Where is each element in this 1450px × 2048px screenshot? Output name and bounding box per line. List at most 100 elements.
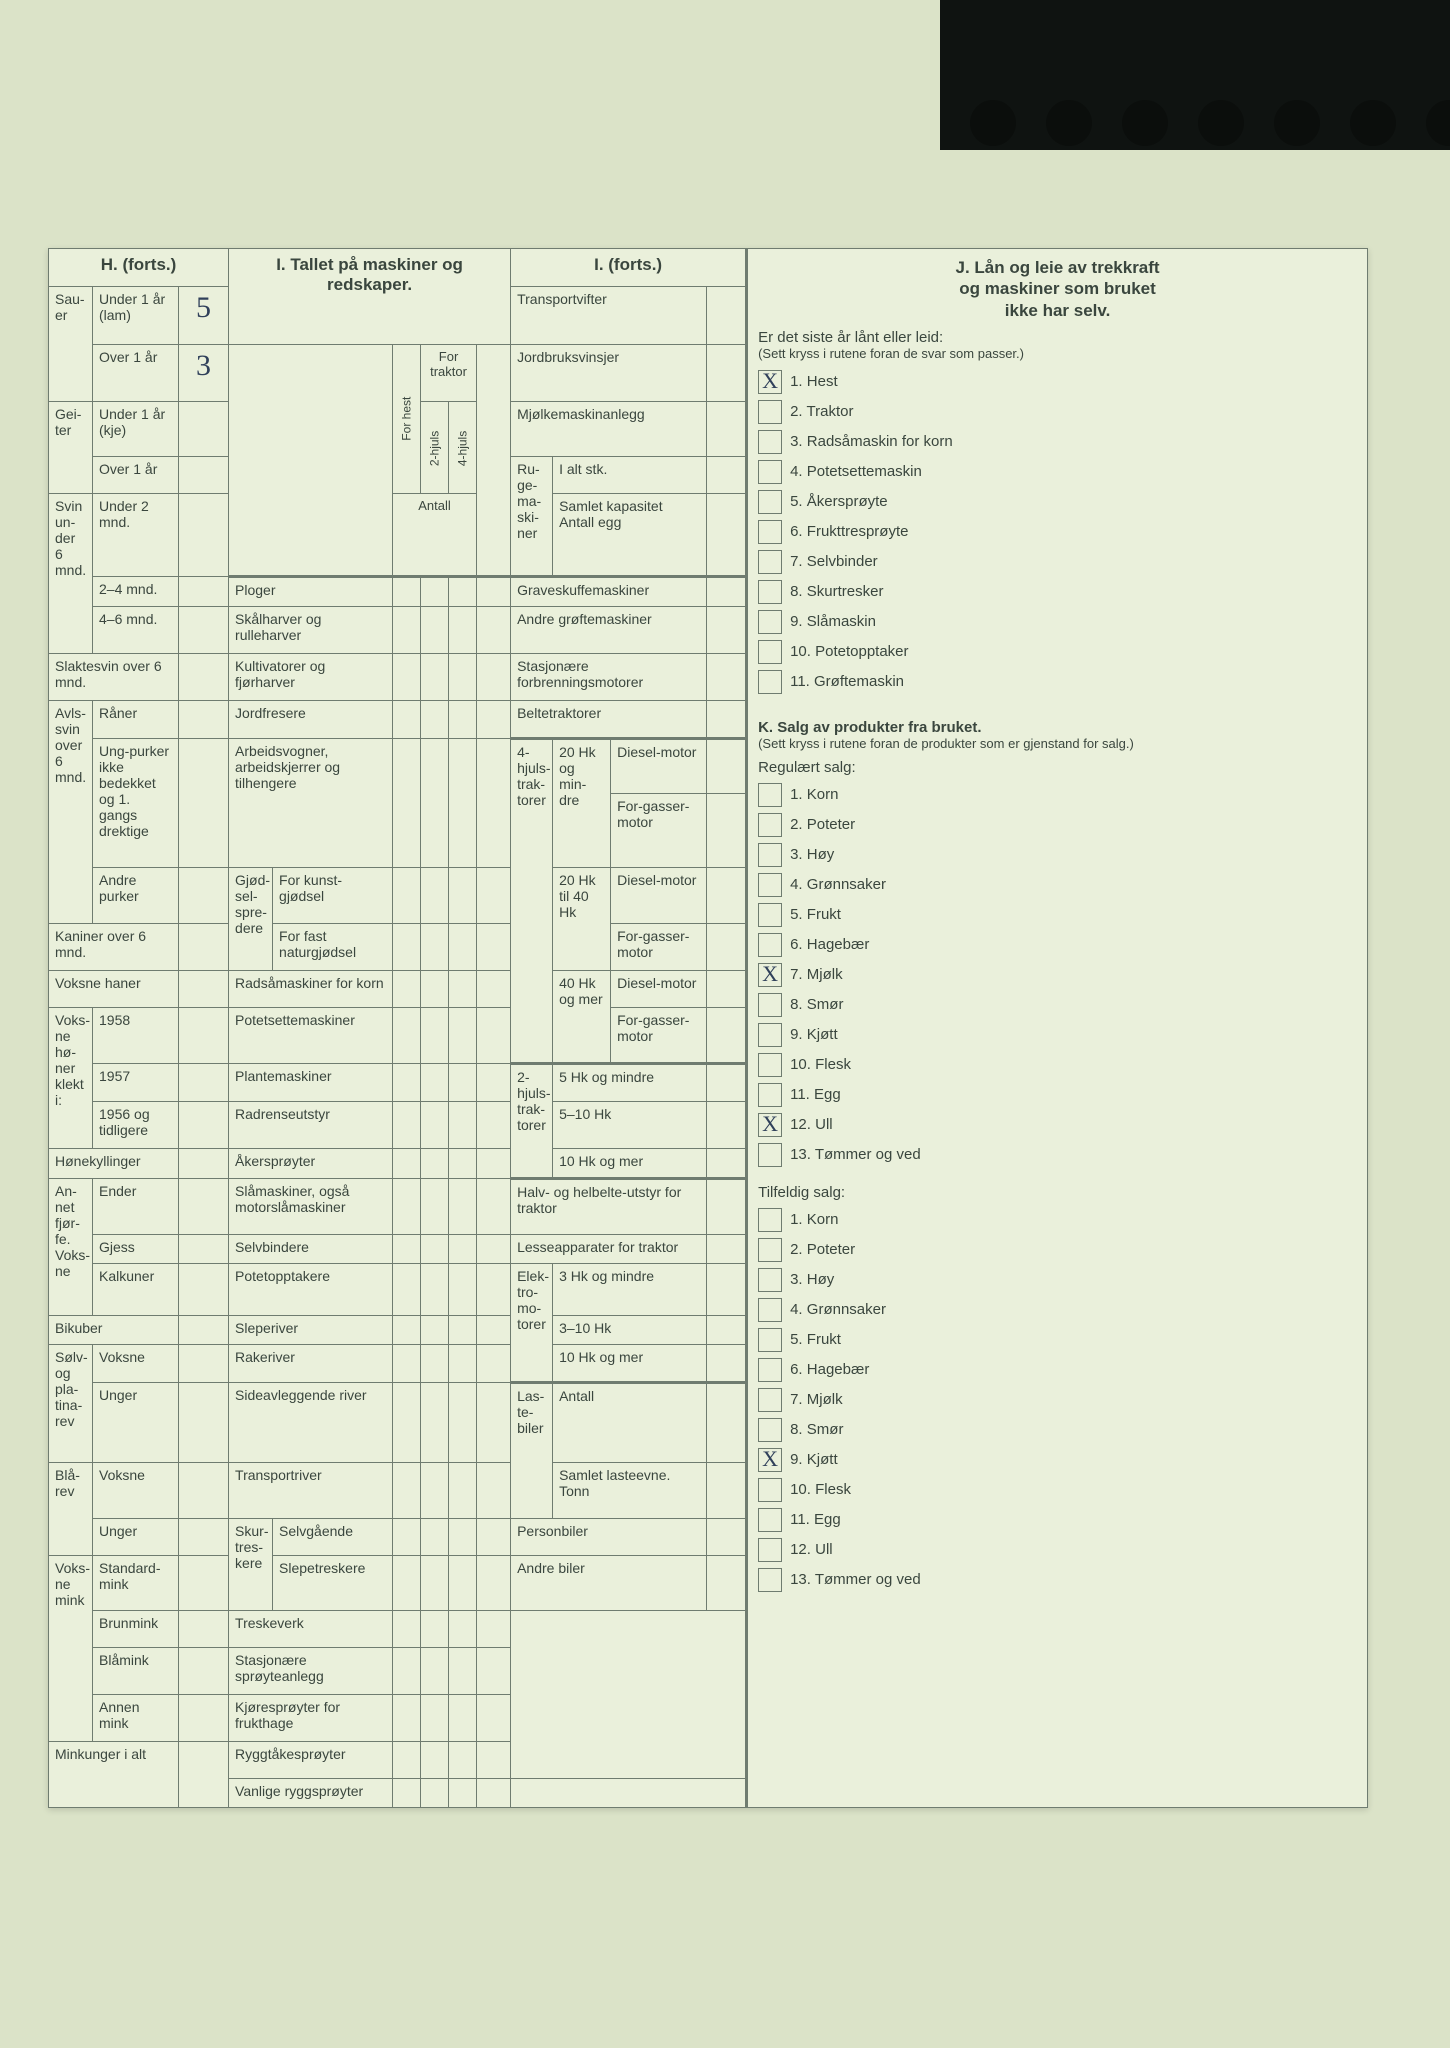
k-tilf-label: Tilfeldig salg: [758,1184,1357,1201]
item-number: 12. [790,1541,815,1558]
checkbox[interactable] [758,520,782,544]
checkbox[interactable]: X [758,370,782,394]
checkbox[interactable] [758,640,782,664]
checkbox[interactable] [758,843,782,867]
k-note: (Sett kryss i rutene foran de produkter … [758,736,1357,751]
item-label: Potetopptaker [815,643,908,660]
i-skal: Skålharver og rulleharver [229,607,393,654]
punch-holes [970,100,1450,146]
checkbox[interactable] [758,903,782,927]
h-avls-r1: Råner [93,701,179,739]
i-sla: Slåmaskiner, også motorslåmaskiner [229,1179,393,1235]
checkbox[interactable] [758,993,782,1017]
checkbox[interactable] [758,1358,782,1382]
item-label: Flesk [815,1056,851,1073]
h-solv-r1: Voksne [93,1344,179,1382]
i-rake: Rakeriver [229,1344,393,1382]
i-radr: Radrenseutstyr [229,1101,393,1148]
form-page: H. (forts.) I. Tallet på maskiner og red… [48,248,1368,1808]
checkbox[interactable] [758,670,782,694]
item-number: 9. [790,613,807,630]
checkbox[interactable] [758,1268,782,1292]
item-number: 5. [790,1331,807,1348]
h-fjor-r1: Ender [93,1179,179,1235]
checkbox[interactable] [758,1328,782,1352]
k-tilf-item: 10. Flesk [758,1475,1357,1505]
h-avls: Avls-svin over 6 mnd. [49,701,93,923]
i-ploger: Ploger [229,577,393,607]
checkbox[interactable] [758,1053,782,1077]
item-number: 9. [790,1451,807,1468]
checkbox[interactable] [758,1238,782,1262]
checkbox[interactable] [758,1388,782,1412]
checkbox[interactable] [758,400,782,424]
checkbox[interactable] [758,1538,782,1562]
checkbox[interactable] [758,933,782,957]
h-bla-r2: Unger [93,1518,179,1555]
item-number: 8. [790,583,807,600]
checkbox[interactable] [758,873,782,897]
checkbox[interactable] [758,580,782,604]
h-mink-r3: Blåmink [93,1647,179,1694]
item-label: Mjølk [807,966,843,983]
i-tresk: Treskeverk [229,1610,393,1647]
checkbox[interactable]: X [758,963,782,987]
h-geiter-o1: Over 1 år [93,457,179,494]
i2-g2-d: Diesel-motor [611,868,707,923]
i-poto: Potetopptakere [229,1264,393,1316]
j-item: 11. Grøftemaskin [758,667,1357,697]
checkbox[interactable] [758,1208,782,1232]
j-title: J. Lån og leie av trekkraft og maskiner … [758,257,1357,321]
checkbox[interactable] [758,460,782,484]
item-number: 11. [790,1086,814,1103]
checkbox[interactable] [758,1568,782,1592]
k-tilf-item: 2. Poteter [758,1235,1357,1265]
i2-hjul4: 4-hjuls-trak-torer [511,739,553,1064]
k-reg-item: 5. Frukt [758,900,1357,930]
i-skur1: Selvgående [273,1518,393,1555]
i2-halv: Halv- og helbelte-utstyr for traktor [511,1179,707,1235]
i-selv: Selvbindere [229,1235,393,1264]
checkbox[interactable] [758,430,782,454]
item-number: 3. [790,846,807,863]
k-tilf-item: X9. Kjøtt [758,1445,1357,1475]
checkbox[interactable] [758,1298,782,1322]
i2-g1-f: For-gasser-motor [611,794,707,868]
checkbox[interactable] [758,1478,782,1502]
h-vhaner: Voksne haner [49,970,179,1007]
checkbox[interactable] [758,1418,782,1442]
checkbox[interactable] [758,490,782,514]
i-rad: Radsåmaskiner for korn [229,970,393,1007]
item-number: 10. [790,1056,815,1073]
i2-e3: 10 Hk og mer [553,1344,707,1382]
j-item: 5. Åkersprøyte [758,487,1357,517]
k-reg-item: 4. Grønnsaker [758,870,1357,900]
checkbox[interactable] [758,1143,782,1167]
checkbox[interactable]: X [758,1113,782,1137]
i-jord: Jordfresere [229,701,393,739]
checkbox[interactable]: X [758,1448,782,1472]
checkbox[interactable] [758,783,782,807]
i2-l1: Antall [553,1382,707,1463]
j-item: X1. Hest [758,367,1357,397]
checkbox[interactable] [758,1023,782,1047]
checkbox[interactable] [758,550,782,574]
item-number: 4. [790,1301,807,1318]
h-solv: Sølv- og pla-tina-rev [49,1344,93,1463]
h-svin6-r2: 2–4 mnd. [93,577,179,607]
checkbox[interactable] [758,813,782,837]
item-label: Frukttresprøyte [807,523,909,540]
item-label: Selvbinder [807,553,878,570]
section-i-title: I. Tallet på maskiner og redskaper. [229,249,511,345]
checkbox[interactable] [758,610,782,634]
h-mink-r2: Brunmink [93,1610,179,1647]
k-tilf-item: 7. Mjølk [758,1385,1357,1415]
i-pot: Potetsettemaskiner [229,1007,393,1063]
h-klekt-y1: 1958 [93,1007,179,1063]
checkbox[interactable] [758,1083,782,1107]
i-plant: Plantemaskiner [229,1063,393,1101]
i-kjor: Kjøresprøyter for frukthage [229,1694,393,1741]
k-reg-item: 6. Hagebær [758,930,1357,960]
checkbox[interactable] [758,1508,782,1532]
h-solv-r2: Unger [93,1382,179,1463]
